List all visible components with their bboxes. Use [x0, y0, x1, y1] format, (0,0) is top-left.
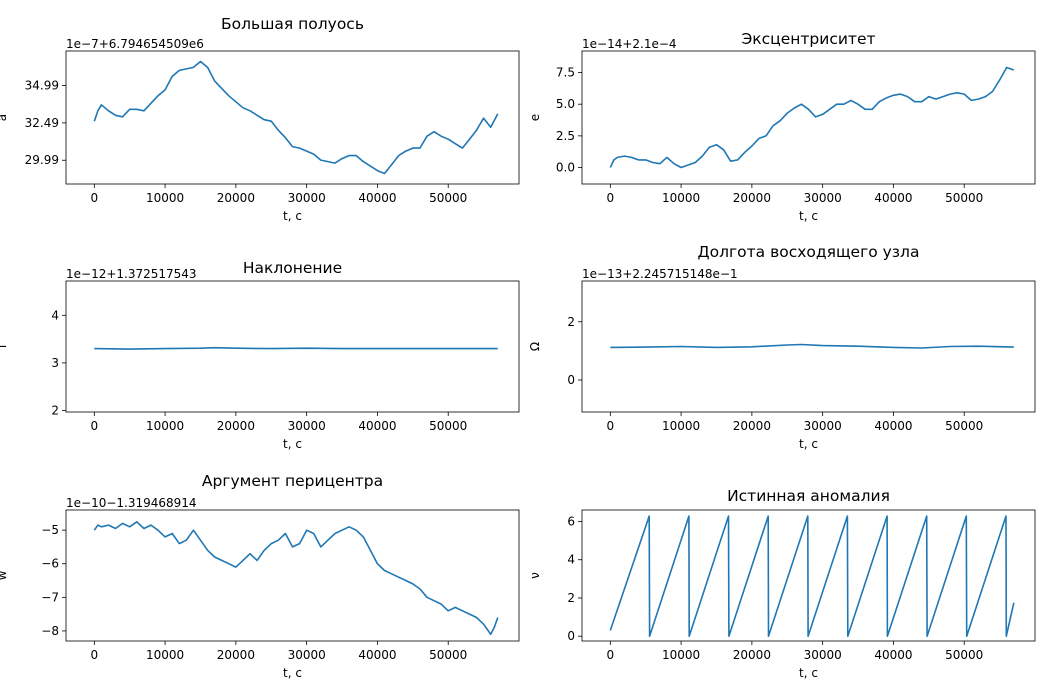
- subplot-inclination: 0 10000 20000 30000 40000 50000 2 3 4 Наклонение 1…: [0, 259, 520, 451]
- x-axis-label: t, с: [283, 209, 302, 223]
- x-axis-label: t, с: [799, 437, 818, 451]
- x-tick-label: 50000: [945, 191, 983, 205]
- x-tick-label: 10000: [662, 648, 700, 662]
- axes-frame: [581, 50, 1036, 185]
- y-tick-label: 29.99: [25, 153, 59, 167]
- y-tick-label: 4: [567, 553, 575, 567]
- subplot-pericenter-argument: 0 10000 20000 30000 40000 50000 −8 −7 −6 −5 Аргуме…: [0, 472, 520, 680]
- x-tick-label: 20000: [217, 419, 255, 433]
- x-axis-label: t, с: [283, 437, 302, 451]
- y-tick-label: 0: [567, 373, 575, 387]
- y-tick-label: 2: [567, 315, 575, 329]
- x-tick-label: 50000: [945, 419, 983, 433]
- x-tick-label: 0: [90, 191, 98, 205]
- offset-label: 1e−10−1.319468914: [66, 496, 197, 510]
- x-tick-label: 30000: [804, 191, 842, 205]
- y-axis-label: Ω: [528, 342, 542, 351]
- chart-title: Долгота восходящего узла: [698, 243, 920, 261]
- x-tick-label: 0: [90, 648, 98, 662]
- x-tick-label: 10000: [662, 191, 700, 205]
- x-tick-label: 40000: [358, 419, 396, 433]
- y-axis-label: w: [0, 570, 9, 580]
- x-tick-label: 10000: [146, 419, 184, 433]
- x-tick-label: 30000: [288, 419, 326, 433]
- y-axis-label: ν: [528, 572, 542, 579]
- offset-label: 1e−7+6.794654509e6: [66, 37, 204, 51]
- chart-title: Истинная аномалия: [727, 487, 890, 505]
- x-tick-label: 20000: [733, 419, 771, 433]
- y-tick-label: −6: [41, 557, 59, 571]
- y-tick-label: −5: [41, 523, 59, 537]
- x-tick-label: 40000: [358, 191, 396, 205]
- chart-title: Наклонение: [243, 259, 342, 277]
- chart-title: Аргумент перицентра: [202, 472, 383, 490]
- x-tick-label: 40000: [874, 191, 912, 205]
- x-tick-label: 30000: [804, 419, 842, 433]
- x-tick-label: 50000: [945, 648, 983, 662]
- offset-label: 1e−14+2.1e−4: [582, 37, 677, 51]
- x-tick-label: 30000: [288, 191, 326, 205]
- x-tick-label: 50000: [429, 648, 467, 662]
- series-line: [609, 66, 1015, 169]
- x-tick-label: 0: [606, 191, 614, 205]
- y-tick-label: 0: [567, 629, 575, 643]
- x-tick-label: 40000: [358, 648, 396, 662]
- x-tick-label: 20000: [217, 648, 255, 662]
- series-line: [93, 520, 499, 636]
- x-axis-label: t, с: [799, 209, 818, 223]
- y-tick-label: 7.5: [556, 66, 575, 80]
- x-tick-label: 20000: [733, 648, 771, 662]
- x-tick-label: 10000: [146, 648, 184, 662]
- axes-frame: [581, 509, 1036, 642]
- x-axis-label: t, с: [283, 666, 302, 680]
- subplot-true-anomaly: 0 10000 20000 30000 40000 50000 0 2 4 6 Истинная а…: [528, 487, 1036, 680]
- x-tick-label: 40000: [874, 419, 912, 433]
- subplot-eccentricity: 0 10000 20000 30000 40000 50000 0.0 2.5 5.0 7.5 Эк…: [528, 30, 1036, 223]
- y-tick-label: 3: [51, 356, 59, 370]
- y-tick-label: 32.49: [25, 116, 59, 130]
- x-tick-label: 30000: [804, 648, 842, 662]
- y-tick-label: 0.0: [556, 161, 575, 175]
- axes-frame: [65, 50, 520, 185]
- y-axis-label: a: [0, 114, 9, 121]
- y-tick-label: 2: [51, 404, 59, 418]
- x-tick-label: 40000: [874, 648, 912, 662]
- x-tick-label: 20000: [217, 191, 255, 205]
- x-tick-label: 0: [606, 419, 614, 433]
- x-tick-label: 50000: [429, 419, 467, 433]
- x-tick-label: 10000: [146, 191, 184, 205]
- subplot-semi-major-axis: 0 10000 20000 30000 40000 50000 29.99 32.49 34.9…: [0, 15, 520, 223]
- axes-frame: [65, 280, 520, 413]
- y-tick-label: −7: [41, 590, 59, 604]
- x-tick-label: 0: [90, 419, 98, 433]
- y-axis-label: i: [0, 345, 9, 348]
- y-tick-label: −8: [41, 624, 59, 638]
- offset-label: 1e−13+2.245715148e−1: [582, 267, 738, 281]
- x-tick-label: 10000: [662, 419, 700, 433]
- y-axis-label: e: [528, 114, 542, 121]
- chart-title: Эксцентриситет: [741, 30, 875, 48]
- x-axis-label: t, с: [799, 666, 818, 680]
- chart-title: Большая полуось: [221, 15, 364, 33]
- y-tick-label: 4: [51, 308, 59, 322]
- y-tick-label: 2.5: [556, 129, 575, 143]
- x-tick-label: 0: [606, 648, 614, 662]
- y-tick-label: 6: [567, 514, 575, 528]
- y-tick-label: 2: [567, 591, 575, 605]
- y-tick-label: 34.99: [25, 79, 59, 93]
- subplot-ascending-node: 0 10000 20000 30000 40000 50000 0 2 Долгота восх…: [528, 243, 1036, 451]
- offset-label: 1e−12+1.372517543: [66, 267, 197, 281]
- x-tick-label: 20000: [733, 191, 771, 205]
- x-tick-label: 30000: [288, 648, 326, 662]
- series-line: [94, 346, 498, 350]
- series-line: [609, 515, 1015, 638]
- axes-frame: [65, 509, 520, 642]
- series-line: [610, 343, 1014, 349]
- axes-frame: [581, 280, 1036, 413]
- y-tick-label: 5.0: [556, 97, 575, 111]
- x-tick-label: 50000: [429, 191, 467, 205]
- series-line: [93, 60, 499, 175]
